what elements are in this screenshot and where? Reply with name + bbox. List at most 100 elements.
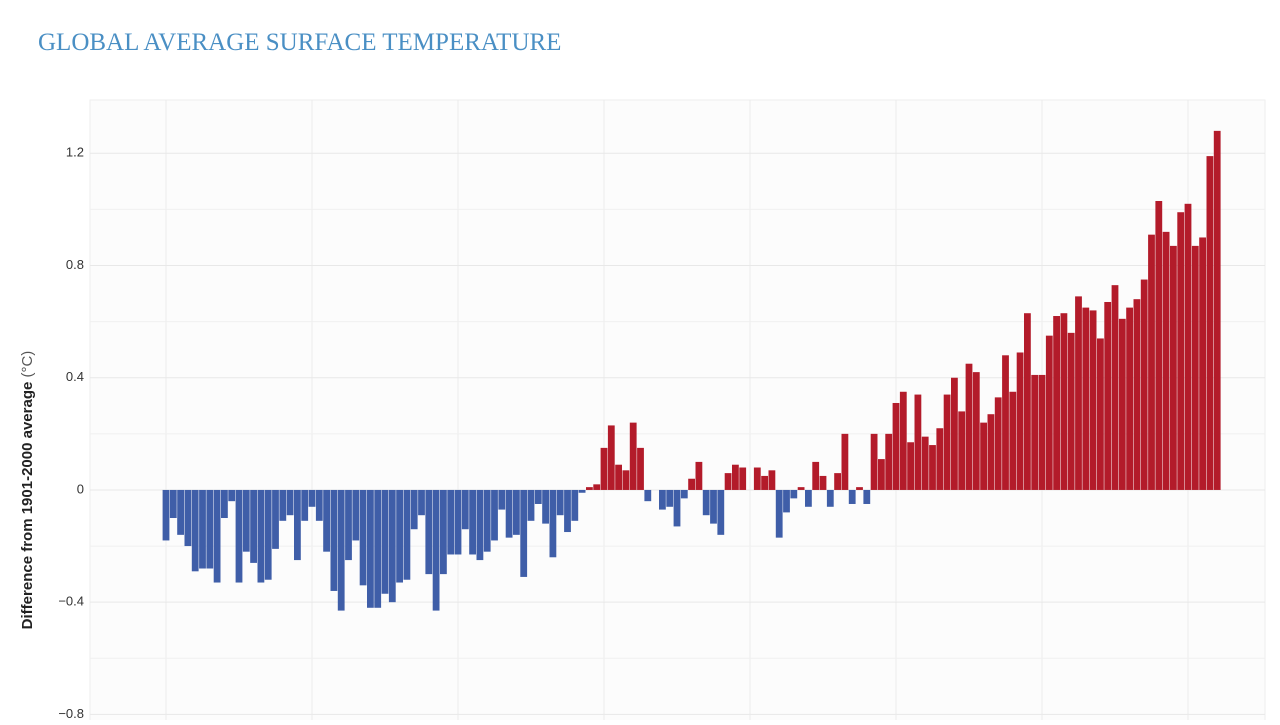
y-tick-label: 0: [77, 481, 84, 496]
bar: [1067, 332, 1075, 490]
bar: [775, 489, 783, 538]
y-tick-label: 0.8: [66, 257, 84, 272]
bar: [498, 489, 506, 510]
bar: [549, 489, 557, 558]
bar: [264, 489, 272, 580]
bar: [1045, 335, 1053, 490]
bar: [783, 489, 790, 513]
bar: [951, 377, 958, 490]
bar: [213, 489, 221, 583]
bar: [184, 489, 192, 547]
bar: [673, 489, 681, 527]
bar: [761, 475, 768, 490]
bar: [994, 397, 1002, 490]
bar: [396, 489, 403, 583]
y-tick-label: −0.8: [58, 706, 84, 720]
bar: [564, 489, 571, 533]
bar: [1148, 234, 1155, 490]
bar: [680, 489, 688, 499]
bar: [162, 489, 170, 541]
y-tick-label: 0.4: [66, 369, 84, 384]
bar: [724, 473, 732, 490]
y-label-text: Difference from 1901-2000 average: [19, 382, 36, 630]
bar: [272, 489, 279, 549]
bar: [556, 489, 564, 516]
bar: [491, 489, 498, 541]
bar: [710, 489, 717, 524]
bar: [352, 489, 360, 541]
bar: [1111, 285, 1119, 490]
bar: [717, 489, 725, 535]
bar: [826, 489, 834, 507]
bar: [629, 422, 637, 490]
bar: [527, 489, 535, 521]
bar: [768, 470, 776, 490]
bar: [753, 467, 761, 490]
y-label-unit: (°C): [19, 351, 36, 378]
bar: [965, 363, 973, 490]
bar: [410, 489, 418, 530]
bar: [308, 489, 316, 507]
bar: [257, 489, 265, 583]
bar: [542, 489, 549, 524]
bar: [534, 489, 542, 504]
bar: [1038, 374, 1046, 490]
bar: [483, 489, 491, 552]
bar: [221, 489, 228, 519]
bar: [513, 489, 520, 535]
bar: [315, 489, 323, 521]
bar: [1060, 313, 1068, 490]
bar: [659, 489, 666, 510]
bar: [1104, 301, 1112, 490]
bar: [1089, 310, 1097, 490]
bar: [1191, 245, 1199, 490]
bar: [586, 487, 593, 490]
bar: [819, 475, 827, 490]
bar: [330, 489, 338, 591]
bar: [345, 489, 352, 561]
bar: [461, 489, 469, 530]
bar: [1075, 296, 1082, 490]
bar: [286, 489, 294, 516]
bar: [863, 489, 871, 504]
bar: [732, 464, 739, 490]
bar: [250, 489, 257, 563]
bar: [1002, 355, 1009, 490]
bar: [469, 489, 476, 555]
bar: [301, 489, 309, 521]
bar: [921, 436, 929, 490]
bar: [899, 391, 907, 490]
bar: [367, 489, 374, 608]
bar: [403, 489, 411, 580]
bar: [294, 489, 301, 561]
bar: [593, 484, 601, 490]
bar: [1199, 237, 1206, 490]
bar: [958, 411, 966, 490]
bar: [637, 447, 644, 490]
bar: [381, 489, 389, 594]
bar: [870, 433, 878, 490]
bar: [1118, 318, 1126, 490]
bar: [206, 489, 214, 569]
bar: [323, 489, 330, 552]
bar: [834, 473, 841, 490]
bar: [337, 489, 345, 611]
bar: [1024, 313, 1031, 490]
bar: [907, 442, 914, 490]
bar: [1140, 279, 1148, 490]
bar: [359, 489, 367, 586]
chart-title: GLOBAL AVERAGE SURFACE TEMPERATURE: [38, 29, 561, 56]
bar: [797, 487, 805, 490]
bar: [1177, 212, 1185, 490]
bar: [812, 461, 820, 490]
bar: [1053, 316, 1060, 490]
bar: [505, 489, 513, 538]
bar: [600, 447, 608, 490]
bar: [914, 394, 922, 490]
bar: [1016, 352, 1024, 490]
bar: [476, 489, 484, 561]
y-tick-label: 1.2: [66, 145, 84, 160]
bar: [454, 489, 462, 555]
bar: [1213, 130, 1221, 490]
